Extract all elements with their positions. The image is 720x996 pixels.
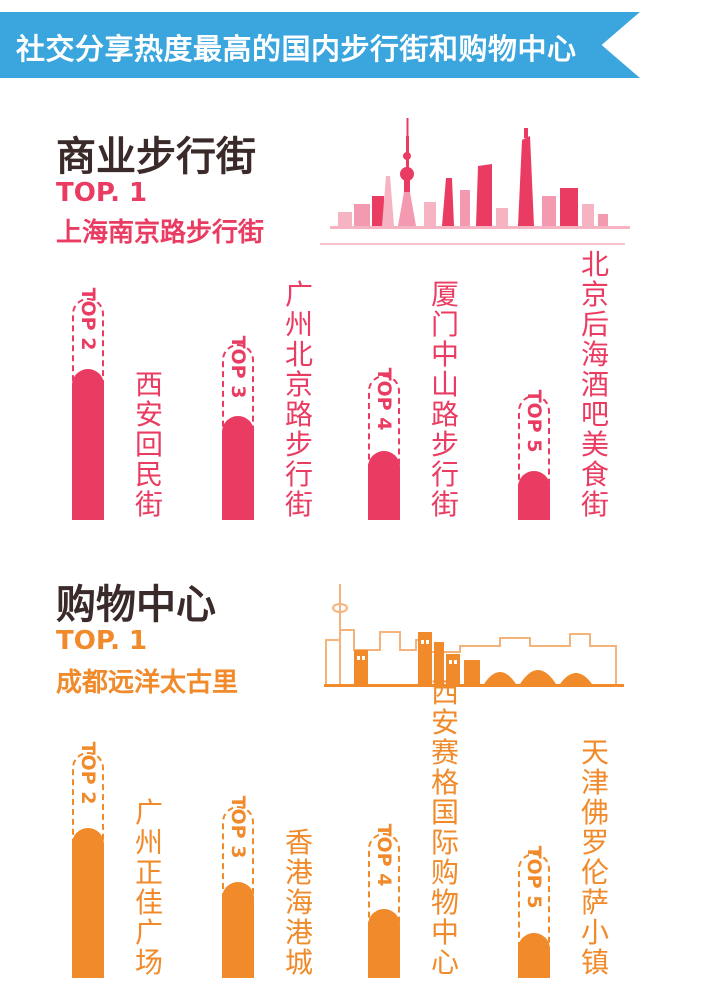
shanghai-skyline-icon [330,118,630,229]
bar-fill [518,471,550,520]
item-name: 西安回民街 [134,368,163,521]
skyline-baseline [320,243,625,245]
bar-outline [518,395,550,520]
section-pedestrian-streets: 商业步行街 TOP. 1 上海南京路步行街 [0,100,720,520]
rank-label: TOP 5 [523,389,545,453]
bar-outline [368,375,400,520]
rank-item-top2: TOP 2 西安回民街 [72,280,192,520]
top1-label: TOP. 1 [56,626,148,656]
chengdu-skyline-icon [324,584,624,687]
top1-label: TOP. 1 [56,178,148,208]
rank-label: TOP 3 [227,335,249,399]
item-name: 广州正佳广场 [134,796,163,979]
rank-item-top3: TOP 3 广州北京路步行街 [222,280,342,520]
item-name: 西安赛格国际购物中心 [430,676,459,979]
item-name: 香港海港城 [284,826,313,979]
item-name: 厦门中山路步行街 [430,278,459,521]
header-banner: 社交分享热度最高的国内步行街和购物中心 [0,12,640,78]
rank-item-top4: TOP 4 西安赛格国际购物中心 [368,678,488,978]
rank-label: TOP 3 [227,795,249,859]
rank-label: TOP 5 [523,845,545,909]
page-title: 社交分享热度最高的国内步行街和购物中心 [16,32,577,66]
bar-fill [72,369,104,520]
bar-fill [222,882,254,978]
top1-name: 成都远洋太古里 [56,668,239,698]
rank-label: TOP 2 [77,287,99,351]
bar-fill [518,933,550,978]
bar-fill [72,828,104,978]
rank-item-top4: TOP 4 厦门中山路步行街 [368,280,488,520]
top1-name: 上海南京路步行街 [56,218,265,248]
rank-label: TOP 4 [373,823,395,887]
section-title: 购物中心 [56,582,216,628]
bar-outline [368,833,400,978]
item-name: 广州北京路步行街 [284,278,313,521]
bar-fill [368,909,400,978]
item-name: 天津佛罗伦萨小镇 [580,736,609,979]
section-shopping-malls: 购物中心 TOP. 1 成都远洋太古里 TOP 2 [0,558,720,978]
bar-outline [518,853,550,978]
rank-label: TOP 2 [77,741,99,805]
rank-item-top5: TOP 5 天津佛罗伦萨小镇 [518,738,638,978]
rank-item-top2: TOP 2 广州正佳广场 [72,738,192,978]
section-title: 商业步行街 [56,134,256,180]
rank-label: TOP 4 [373,367,395,431]
rank-item-top5: TOP 5 北京后海酒吧美食街 [518,250,638,520]
item-name: 北京后海酒吧美食街 [580,248,609,521]
rank-item-top3: TOP 3 香港海港城 [222,738,342,978]
bar-fill [222,416,254,520]
bar-fill [368,451,400,520]
